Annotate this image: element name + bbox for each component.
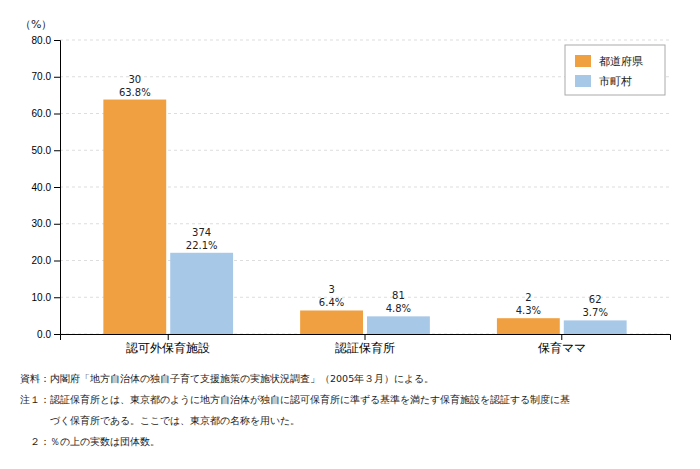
note: ２：％の上の実数は団体数。	[20, 436, 160, 447]
legend-frame	[565, 45, 665, 95]
legend: 都道府県市町村	[565, 45, 665, 95]
data-label: 22.1%	[186, 240, 218, 251]
legend-label: 都道府県	[599, 55, 643, 68]
y-tick: 30.0	[32, 218, 60, 229]
y-tick-label: 40.0	[32, 182, 52, 193]
x-axis: 認可外保育施設 認証保育所 保育ママ	[61, 334, 671, 355]
note: づく保育所である。ここでは、東京都の名称を用いた。	[20, 415, 300, 426]
bar	[103, 100, 166, 334]
x-tick-label: 認証保育所	[335, 341, 395, 355]
chart: 63.8% 30 6.4% 3 4.3% 2 22.1% 374 4.8% 81 3.7% 62 0.0…	[0, 0, 700, 469]
y-tick-mark	[54, 187, 60, 188]
bar	[300, 310, 363, 334]
count-label: 374	[192, 227, 211, 238]
legend-item: 市町村	[575, 75, 632, 88]
x-tick: 保育ママ	[538, 334, 586, 355]
x-tick: 認可外保育施設	[126, 334, 210, 355]
y-tick-label: 0.0	[37, 329, 51, 340]
grid-line	[60, 40, 670, 41]
y-tick-label: 60.0	[32, 108, 52, 119]
y-tick: 0.0	[37, 329, 60, 340]
note: 資料：内閣府「地方自治体の独自子育て支援施策の実施状況調査」（2005年３月）に…	[20, 373, 434, 384]
y-tick-mark	[54, 261, 60, 262]
y-tick-mark	[54, 77, 60, 78]
count-label: 81	[392, 290, 405, 301]
y-tick-label: 10.0	[32, 292, 52, 303]
y-tick-label: 80.0	[32, 35, 52, 46]
y-tick-mark	[54, 224, 60, 225]
note: 注１：認証保育所とは、東京都のように地方自治体が独自に認可保育所に準ずる基準を満…	[20, 394, 570, 406]
x-tick-mark	[365, 334, 366, 340]
notes: 資料：内閣府「地方自治体の独自子育て支援施策の実施状況調査」（2005年３月）に…	[20, 373, 570, 447]
grid	[60, 40, 670, 334]
bar	[170, 253, 233, 334]
x-tick-mark	[168, 334, 169, 340]
data-label: 3.7%	[583, 307, 608, 318]
x-tick-label: 認可外保育施設	[126, 341, 210, 355]
bar	[367, 316, 430, 334]
data-labels: 63.8% 30 6.4% 3 4.3% 2 22.1% 374 4.8% 81 3.7% 62	[119, 74, 608, 319]
y-tick: 80.0	[32, 35, 60, 46]
y-tick-mark	[54, 40, 60, 41]
data-label: 4.8%	[386, 303, 411, 314]
y-tick: 70.0	[32, 71, 60, 82]
y-tick-mark	[54, 114, 60, 115]
count-label: 3	[328, 284, 334, 295]
legend-item: 都道府県	[575, 55, 643, 68]
y-axis-line	[54, 41, 61, 335]
bar	[564, 320, 627, 334]
y-tick-mark	[54, 150, 60, 151]
y-tick: 50.0	[32, 145, 60, 156]
y-tick-label: 30.0	[32, 218, 52, 229]
bars	[103, 100, 626, 334]
legend-label: 市町村	[599, 75, 632, 88]
y-tick-label: 20.0	[32, 255, 52, 266]
y-axis-title: （%）	[20, 18, 52, 31]
y-tick-mark	[54, 334, 60, 335]
legend-swatch	[575, 75, 591, 87]
y-tick-mark	[54, 297, 60, 298]
legend-swatch	[575, 55, 591, 67]
y-tick: 10.0	[32, 292, 60, 303]
x-tick: 認証保育所	[335, 334, 395, 355]
count-label: 2	[525, 292, 531, 303]
plot: 63.8% 30 6.4% 3 4.3% 2 22.1% 374 4.8% 81 3.7% 62 0.0…	[32, 35, 671, 355]
x-tick-label: 保育ママ	[538, 341, 586, 355]
count-label: 62	[589, 294, 602, 305]
y-tick-label: 50.0	[32, 145, 52, 156]
count-label: 30	[128, 74, 141, 85]
y-tick-label: 70.0	[32, 71, 52, 82]
data-label: 4.3%	[516, 305, 541, 316]
y-tick: 40.0	[32, 182, 60, 193]
y-tick: 20.0	[32, 255, 60, 266]
data-label: 63.8%	[119, 87, 151, 98]
x-tick-mark	[561, 334, 562, 340]
y-tick: 60.0	[32, 108, 60, 119]
y-axis: 0.0 10.0 20.0 30.0 40.0 50.0 60.0 70.0 80.0	[32, 35, 61, 340]
data-label: 6.4%	[319, 297, 344, 308]
x-axis-line	[61, 335, 671, 341]
bar	[497, 318, 560, 334]
